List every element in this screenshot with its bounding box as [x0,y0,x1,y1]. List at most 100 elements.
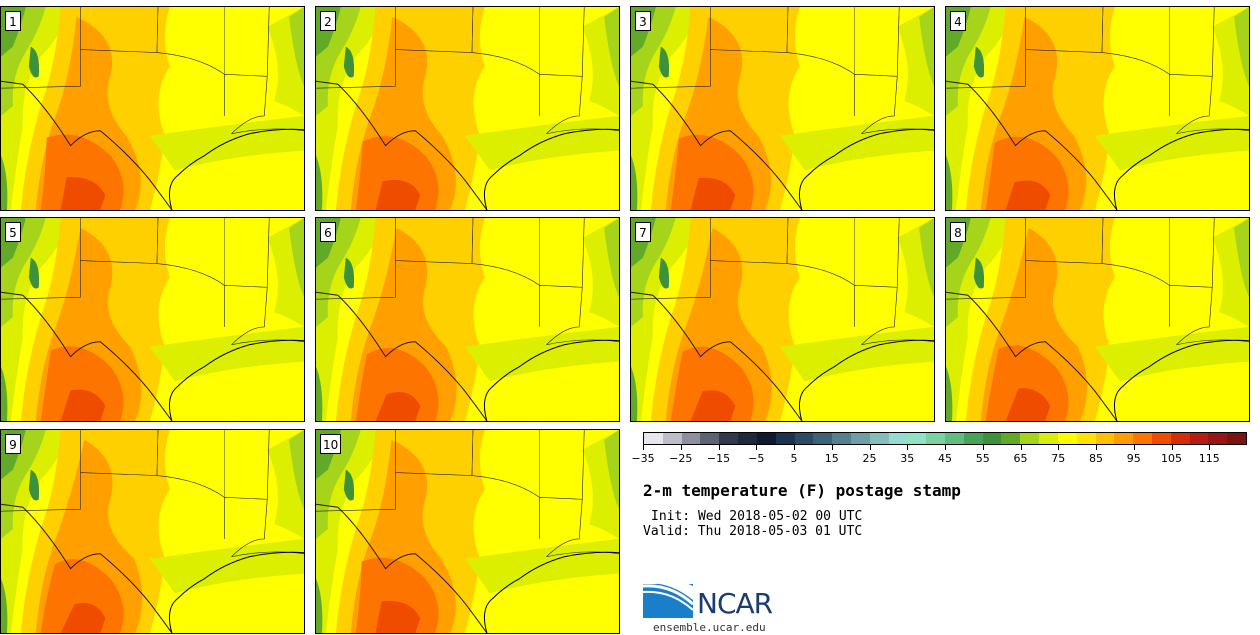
colorbar-tick-label: 115 [1198,452,1220,465]
colorbar-tick-label: 95 [1126,452,1141,465]
temperature-colorbar [643,432,1247,445]
member-map-9[interactable]: 9 [0,429,305,634]
colorbar-swatch [700,433,720,444]
ncar-logo-text: NCAR [697,587,773,620]
website-link[interactable]: ensemble.ucar.edu [653,621,766,634]
colorbar-tick [756,445,758,450]
member-map-1[interactable]: 1 [0,6,305,211]
colorbar-swatch [869,433,889,444]
member-number-label: 5 [5,222,21,242]
valid-time: Valid: Thu 2018-05-03 01 UTC [643,524,863,539]
temperature-field-map [1,7,304,210]
member-number-label: 8 [950,222,966,242]
colorbar-swatch [1133,433,1152,444]
colorbar-tick [794,445,795,450]
colorbar-swatch [832,433,851,444]
colorbar-tick [982,445,984,450]
colorbar-tick-label: 85 [1089,452,1103,465]
member-map-7[interactable]: 7 [630,217,935,422]
member-number-label: 10 [320,434,342,454]
colorbar-swatch [1020,433,1040,444]
colorbar-tick-label: 65 [1013,452,1028,465]
colorbar-swatch [907,433,927,444]
colorbar-tick [1171,445,1173,450]
temperature-field-map [1,430,304,633]
colorbar-tick-label: 35 [900,452,915,465]
colorbar-swatch [1114,433,1134,444]
colorbar-tick-label: 75 [1051,452,1066,465]
member-number-label: 7 [635,222,651,242]
colorbar-swatch [850,433,870,444]
colorbar-swatch [1208,433,1228,444]
colorbar-swatch [1001,433,1021,444]
member-map-3[interactable]: 3 [630,6,935,211]
colorbar-tick-label: −15 [706,452,731,465]
colorbar-swatch [681,433,701,444]
colorbar-swatch [963,433,983,444]
colorbar-swatch [1039,433,1058,444]
member-map-4[interactable]: 4 [945,6,1250,211]
colorbar-tick-label: 5 [790,452,798,465]
colorbar-tick [1058,445,1060,450]
colorbar-swatch [756,433,776,444]
colorbar-tick [831,445,833,450]
colorbar-swatch [888,433,908,444]
colorbar-tick-label: 25 [862,452,877,465]
colorbar-tick-label: −25 [669,452,693,465]
colorbar-swatch [662,433,682,444]
colorbar-tick-label: −5 [748,452,765,465]
colorbar-tick [718,445,720,450]
member-map-5[interactable]: 5 [0,217,305,422]
colorbar-tick [1020,445,1022,450]
colorbar-swatch [1095,433,1115,444]
member-number-label: 3 [635,11,651,31]
temperature-field-map [316,7,619,210]
member-number-label: 1 [5,11,21,31]
colorbar-swatch [982,433,1002,444]
plot-title: 2-m temperature (F) postage stamp [643,481,961,500]
colorbar-ticks: −35 −25 −15 −5 5 15 25 35 45 55 65 75 85 95 105 115 [631,445,1247,469]
temperature-field-map [946,7,1249,210]
colorbar-tick [869,445,871,450]
colorbar-swatch [1170,433,1190,444]
colorbar-tick [907,445,909,450]
colorbar-swatch [813,433,833,444]
temperature-field-map [631,218,934,421]
colorbar-tick [1133,445,1135,450]
colorbar-tick-label: 105 [1161,452,1182,465]
temperature-field-map [1,218,304,421]
temperature-field-map [946,218,1249,421]
member-number-label: 9 [5,434,21,454]
colorbar-swatch [1076,433,1096,444]
colorbar-tick [945,445,946,450]
colorbar-tick-label: 45 [938,452,952,465]
member-map-8[interactable]: 8 [945,217,1250,422]
colorbar-swatch [1151,433,1171,444]
colorbar-swatch [775,433,795,444]
colorbar-tick-label: 15 [824,452,839,465]
colorbar-swatch [719,433,739,444]
colorbar-tick [643,445,644,450]
colorbar-swatch [1189,433,1209,444]
colorbar-tick [680,445,682,450]
colorbar-tick [1096,445,1097,450]
colorbar-swatch [794,433,814,444]
colorbar-swatch [945,433,964,444]
temperature-field-map [631,7,934,210]
member-map-6[interactable]: 6 [315,217,620,422]
member-map-2[interactable]: 2 [315,6,620,211]
init-time: Init: Wed 2018-05-02 00 UTC [651,509,863,524]
colorbar-swatch [926,433,945,444]
temperature-field-map [316,218,619,421]
colorbar-tick [1209,445,1211,450]
member-number-label: 4 [950,11,966,31]
member-number-label: 2 [320,11,336,31]
temperature-field-map [316,430,619,633]
colorbar-swatch [644,433,663,444]
colorbar-tick-label: 55 [975,452,990,465]
colorbar-swatch [738,433,757,444]
ncar-logo-icon[interactable] [643,578,793,620]
member-map-10[interactable]: 10 [315,429,620,634]
colorbar-swatch [1227,433,1246,444]
colorbar-tick-label: −35 [631,452,655,465]
